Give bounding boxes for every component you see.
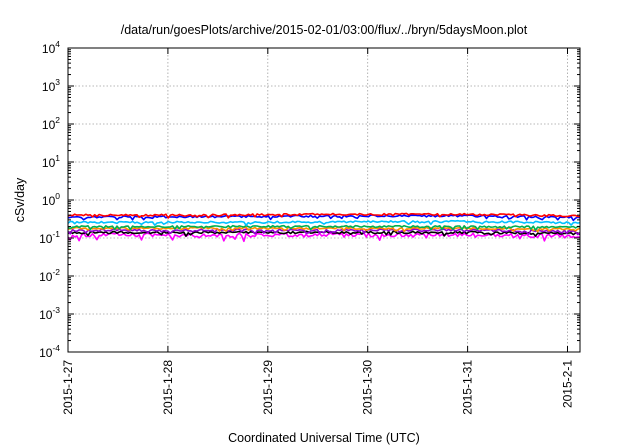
y-tick-base: 10 <box>39 308 53 322</box>
y-tick-label: 103 <box>42 77 60 94</box>
y-tick-label: 102 <box>42 115 60 132</box>
y-tick-base: 10 <box>39 232 53 246</box>
y-tick-exponent: 4 <box>55 39 60 49</box>
y-tick-label: 10-1 <box>39 229 60 246</box>
series-line <box>67 228 581 236</box>
x-tick-label: 2015-1-31 <box>461 360 475 415</box>
series-line <box>67 224 581 231</box>
chart-title: /data/run/goesPlots/archive/2015-02-01/0… <box>121 23 528 37</box>
x-axis-label: Coordinated Universal Time (UTC) <box>228 431 420 445</box>
y-tick-exponent: -4 <box>52 343 60 353</box>
y-tick-label: 101 <box>42 153 60 170</box>
y-tick-label: 100 <box>42 191 60 208</box>
y-tick-label: 104 <box>42 39 60 56</box>
y-tick-exponent: 0 <box>55 191 60 201</box>
series-line <box>67 232 581 243</box>
y-axis-label: cSv/day <box>13 177 27 222</box>
y-tick-label: 10-2 <box>39 267 60 284</box>
x-tick-label: 2015-1-28 <box>161 360 175 415</box>
y-tick-base: 10 <box>42 156 56 170</box>
series-line <box>67 212 581 219</box>
y-tick-base: 10 <box>42 194 56 208</box>
grid-lines <box>68 48 580 352</box>
series-line <box>67 214 581 222</box>
y-tick-exponent: -1 <box>52 229 60 239</box>
x-tick-label: 2015-1-30 <box>361 360 375 415</box>
x-tick-label: 2015-2-1 <box>561 360 575 408</box>
y-tick-base: 10 <box>42 80 56 94</box>
y-tick-base: 10 <box>42 42 56 56</box>
y-tick-exponent: -2 <box>52 267 60 277</box>
y-tick-base: 10 <box>39 270 53 284</box>
y-tick-exponent: 2 <box>55 115 60 125</box>
y-tick-base: 10 <box>39 346 53 360</box>
y-tick-label: 10-3 <box>39 305 60 322</box>
series-line <box>67 219 581 226</box>
y-tick-exponent: -3 <box>52 305 60 315</box>
x-tick-label: 2015-1-27 <box>61 360 75 415</box>
y-tick-exponent: 3 <box>55 77 60 87</box>
y-tick-label: 10-4 <box>39 343 60 360</box>
x-axis: 2015-1-27 2015-1-28 2015-1-29 2015-1-30 2015… <box>61 48 575 415</box>
y-tick-exponent: 1 <box>55 153 60 163</box>
data-series <box>67 212 581 243</box>
y-tick-base: 10 <box>42 118 56 132</box>
x-tick-label: 2015-1-29 <box>261 360 275 415</box>
